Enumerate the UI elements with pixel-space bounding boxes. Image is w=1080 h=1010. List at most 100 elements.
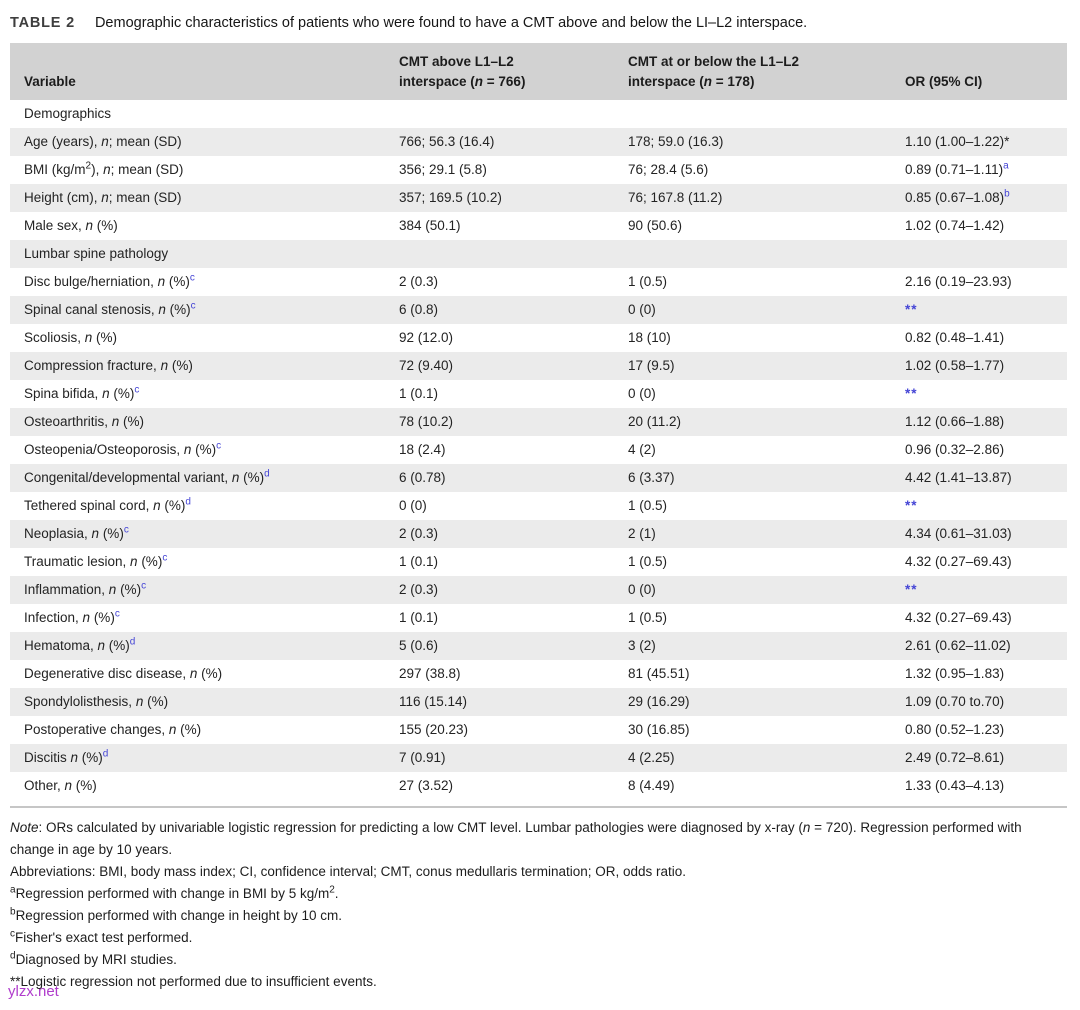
above-value-cell: 18 (2.4) — [399, 442, 446, 457]
table-row: Disc bulge/herniation, n (%)c 2 (0.3) 1 (0… — [10, 268, 1067, 296]
below-value-cell: 30 (16.85) — [628, 722, 690, 737]
below-value-cell: 178; 59.0 (16.3) — [628, 134, 724, 149]
variable-cell: Hematoma, n (%)d — [24, 636, 136, 653]
footnote-line: bRegression performed with change in hei… — [10, 906, 342, 923]
below-value-cell: 17 (9.5) — [628, 358, 675, 373]
or-cell: ** — [905, 386, 918, 401]
below-value-cell: 76; 28.4 (5.6) — [628, 162, 709, 177]
variable-cell: Height (cm), n; mean (SD) — [24, 190, 182, 205]
below-value-cell: 1 (0.5) — [628, 554, 668, 569]
above-value-cell: 78 (10.2) — [399, 414, 454, 429]
above-value-cell: 356; 29.1 (5.8) — [399, 162, 487, 177]
above-value-cell: 92 (12.0) — [399, 330, 454, 345]
table-row: Spondylolisthesis, n (%) 116 (15.14) 29 (1… — [10, 688, 1067, 716]
below-value-cell: 2 (1) — [628, 526, 656, 541]
below-value-cell: 1 (0.5) — [628, 274, 668, 289]
variable-cell: Spinal canal stenosis, n (%)c — [24, 300, 196, 317]
table-row: Infection, n (%)c 1 (0.1) 1 (0.5) 4.32 (0.2… — [10, 604, 1067, 632]
above-value-cell: 1 (0.1) — [399, 554, 439, 569]
or-cell: 0.89 (0.71–1.11)a — [905, 160, 1009, 177]
above-value-cell: 116 (15.14) — [399, 694, 468, 709]
footnote-line: aRegression performed with change in BMI… — [10, 884, 339, 901]
footnotes: Note: ORs calculated by univariable logi… — [10, 806, 1067, 993]
or-cell: 4.34 (0.61–31.03) — [905, 526, 1012, 541]
variable-cell: Postoperative changes, n (%) — [24, 722, 202, 737]
variable-cell: Spondylolisthesis, n (%) — [24, 694, 169, 709]
above-value-cell — [399, 100, 628, 128]
or-cell — [905, 100, 1067, 128]
table-row: Osteoarthritis, n (%) 78 (10.2) 20 (11.2) 1… — [10, 408, 1067, 436]
or-cell: 1.02 (0.74–1.42) — [905, 218, 1005, 233]
above-value-cell: 2 (0.3) — [399, 526, 439, 541]
or-cell: 2.49 (0.72–8.61) — [905, 750, 1005, 765]
or-cell: 1.32 (0.95–1.83) — [905, 666, 1005, 681]
variable-cell: BMI (kg/m2), n; mean (SD) — [24, 160, 184, 177]
below-value-cell: 1 (0.5) — [628, 610, 668, 625]
table-row: BMI (kg/m2), n; mean (SD) 356; 29.1 (5.8)… — [10, 156, 1067, 184]
or-cell: 0.96 (0.32–2.86) — [905, 442, 1005, 457]
or-cell: 1.12 (0.66–1.88) — [905, 414, 1005, 429]
variable-cell: Traumatic lesion, n (%)c — [24, 552, 168, 569]
above-value-cell: 155 (20.23) — [399, 722, 469, 737]
above-value-cell: 357; 169.5 (10.2) — [399, 190, 502, 205]
table-row: Tethered spinal cord, n (%)d 0 (0) 1 (0.5)… — [10, 492, 1067, 520]
table-row: Neoplasia, n (%)c 2 (0.3) 2 (1) 4.34 (0.61–… — [10, 520, 1067, 548]
table-number: TABLE 2 — [10, 15, 75, 31]
below-value-cell — [628, 100, 905, 128]
table-row: Spinal canal stenosis, n (%)c 6 (0.8) 0 (0… — [10, 296, 1067, 324]
variable-cell: Other, n (%) — [24, 778, 97, 793]
below-value-cell: 4 (2) — [628, 442, 656, 457]
or-cell: 2.16 (0.19–23.93) — [905, 274, 1012, 289]
header-cmt-above: CMT above L1–L2 interspace (n = 766) — [399, 43, 628, 100]
table-row: Spina bifida, n (%)c 1 (0.1) 0 (0) ** — [10, 380, 1067, 408]
or-cell: 0.82 (0.48–1.41) — [905, 330, 1005, 345]
footnote-line: **Logistic regression not performed due … — [10, 974, 377, 989]
section-row: Lumbar spine pathology — [10, 240, 1067, 268]
demographics-table: Variable CMT above L1–L2 interspace (n = … — [10, 43, 1067, 800]
section-row: Demographics — [10, 100, 1067, 128]
or-cell: 1.33 (0.43–4.13) — [905, 778, 1005, 793]
below-value-cell: 0 (0) — [628, 386, 656, 401]
variable-cell: Compression fracture, n (%) — [24, 358, 193, 373]
below-value-cell: 0 (0) — [628, 302, 656, 317]
above-value-cell: 297 (38.8) — [399, 666, 461, 681]
variable-cell: Scoliosis, n (%) — [24, 330, 118, 345]
below-value-cell: 76; 167.8 (11.2) — [628, 190, 723, 205]
table-row: Scoliosis, n (%) 92 (12.0) 18 (10) 0.82 (0.… — [10, 324, 1067, 352]
or-cell: ** — [905, 302, 918, 317]
or-cell — [905, 240, 1067, 268]
above-value-cell: 1 (0.1) — [399, 610, 439, 625]
above-value-cell: 766; 56.3 (16.4) — [399, 134, 495, 149]
or-cell: 4.42 (1.41–13.87) — [905, 470, 1012, 485]
above-value-cell: 5 (0.6) — [399, 638, 439, 653]
or-cell: 1.09 (0.70 to.70) — [905, 694, 1005, 709]
below-value-cell: 8 (4.49) — [628, 778, 675, 793]
variable-cell: Age (years), n; mean (SD) — [24, 134, 182, 149]
table-title: TABLE 2 Demographic characteristics of p… — [10, 8, 1067, 43]
above-value-cell: 6 (0.8) — [399, 302, 439, 317]
above-value-cell: 0 (0) — [399, 498, 427, 513]
footnote-line: dDiagnosed by MRI studies. — [10, 950, 177, 967]
table-row: Male sex, n (%) 384 (50.1) 90 (50.6) 1.02 (… — [10, 212, 1067, 240]
header-or: OR (95% CI) — [905, 43, 1067, 100]
above-value-cell: 7 (0.91) — [399, 750, 446, 765]
variable-cell: Demographics — [24, 106, 112, 121]
variable-cell: Spina bifida, n (%)c — [24, 384, 140, 401]
or-cell: 0.85 (0.67–1.08)b — [905, 188, 1010, 205]
below-value-cell: 18 (10) — [628, 330, 671, 345]
above-value-cell: 2 (0.3) — [399, 274, 439, 289]
header-row: Variable CMT above L1–L2 interspace (n = … — [10, 43, 1067, 100]
or-cell: 1.10 (1.00–1.22)* — [905, 134, 1010, 149]
header-cmt-below: CMT at or below the L1–L2 interspace (n =… — [628, 43, 905, 100]
below-value-cell: 0 (0) — [628, 582, 656, 597]
variable-cell: Tethered spinal cord, n (%)d — [24, 496, 191, 513]
above-value-cell: 27 (3.52) — [399, 778, 454, 793]
header-variable: Variable — [10, 43, 399, 100]
variable-cell: Inflammation, n (%)c — [24, 580, 147, 597]
variable-cell: Lumbar spine pathology — [24, 246, 169, 261]
watermark: ylzx.net — [8, 983, 59, 1000]
or-cell: 2.61 (0.62–11.02) — [905, 638, 1011, 653]
above-value-cell: 6 (0.78) — [399, 470, 446, 485]
above-value-cell — [399, 240, 628, 268]
